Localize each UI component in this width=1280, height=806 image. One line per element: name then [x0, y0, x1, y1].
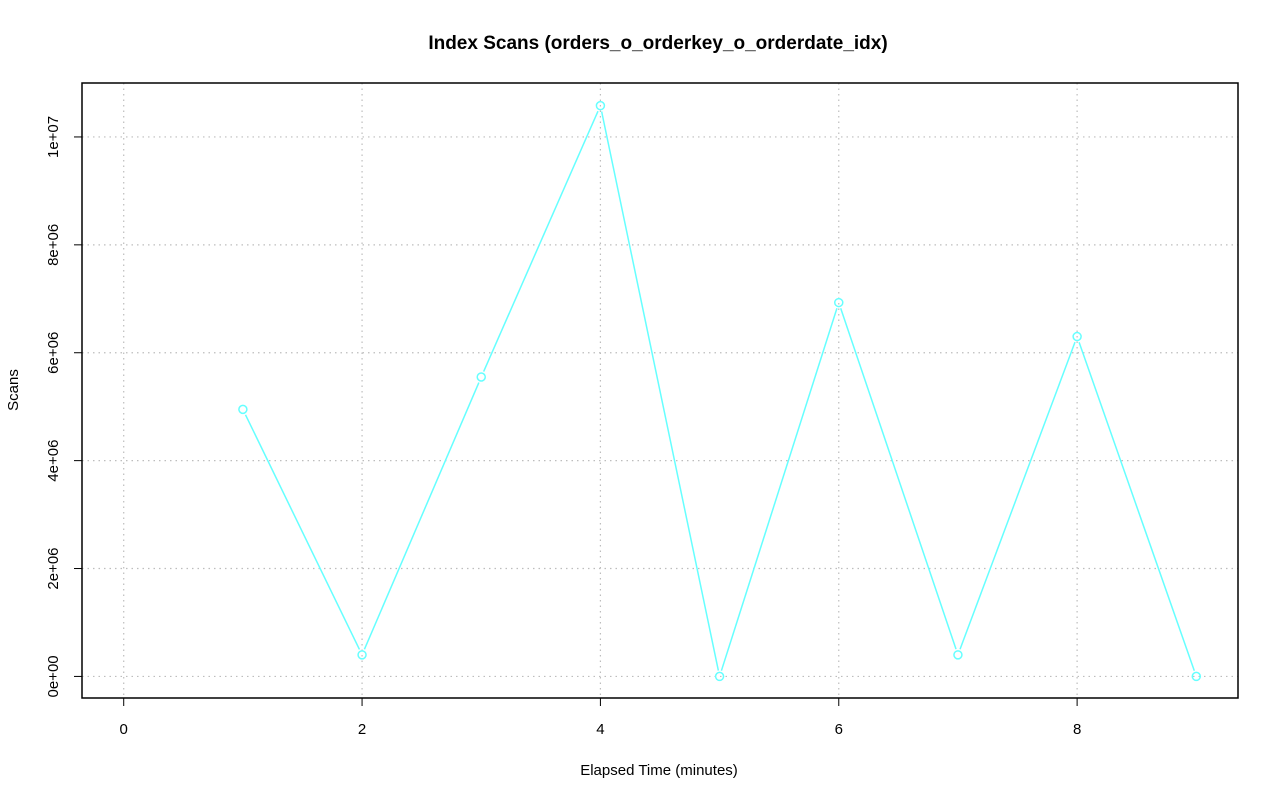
- plot-frame: [81, 82, 1239, 699]
- y-tick-label: 0e+00: [45, 655, 62, 697]
- x-tick-label: 0: [120, 721, 128, 738]
- x-tick-label: 2: [358, 721, 366, 738]
- data-point: [476, 372, 486, 382]
- x-axis-label: Elapsed Time (minutes): [580, 762, 738, 779]
- series-line-segment: [839, 308, 957, 650]
- data-point: [834, 297, 844, 308]
- series-line-segment: [720, 308, 838, 671]
- y-tick-label: 6e+06: [45, 332, 62, 374]
- series-line-segment: [600, 111, 720, 671]
- data-point: [714, 671, 725, 682]
- data-point: [595, 100, 606, 111]
- y-tick-label: 4e+06: [45, 440, 62, 482]
- chart-title: Index Scans (orders_o_orderkey_o_orderda…: [428, 33, 887, 54]
- y-tick-label: 1e+07: [45, 116, 62, 158]
- y-axis-label: Scans: [5, 369, 22, 411]
- series-line-segment: [959, 341, 1076, 650]
- series-line-segment: [482, 110, 599, 372]
- series-line-segment: [244, 414, 361, 650]
- series-line-segment: [1078, 341, 1196, 672]
- x-tick-label: 8: [1073, 721, 1081, 738]
- y-tick-label: 2e+06: [45, 547, 62, 589]
- data-point: [238, 404, 248, 415]
- data-point: [357, 650, 367, 660]
- x-tick-label: 4: [596, 721, 604, 738]
- grid-lines: [82, 83, 1238, 698]
- data-point: [1191, 671, 1202, 682]
- data-point: [953, 650, 963, 660]
- data-point: [1072, 331, 1082, 342]
- series-layer: [238, 100, 1202, 682]
- y-tick-label: 8e+06: [45, 224, 62, 266]
- x-tick-label: 6: [835, 721, 843, 738]
- axes: 0 2 4 6 8 0e+00 2e+06 4e+06 6e+06 8e+06 1e+07: [45, 116, 1081, 738]
- series-line-segment: [363, 382, 480, 650]
